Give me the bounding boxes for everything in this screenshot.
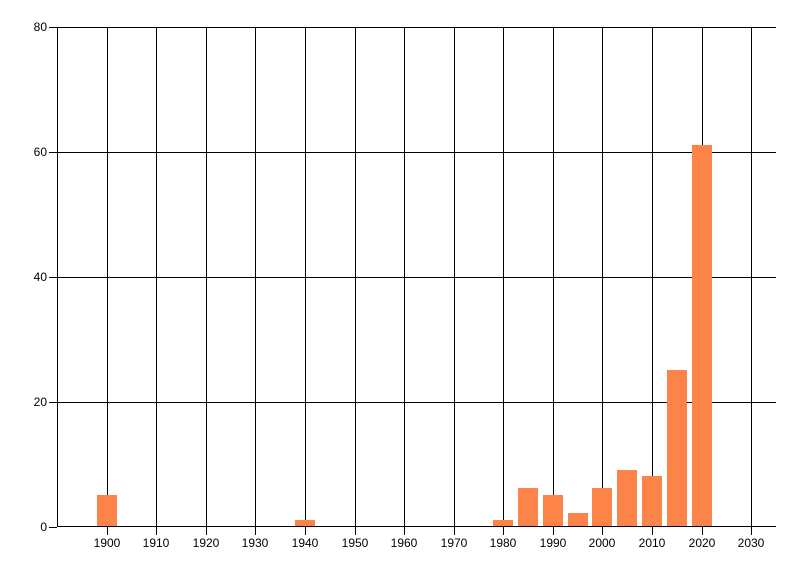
x-tick-mark — [602, 527, 603, 535]
grid-line-horizontal — [57, 27, 776, 28]
x-tick-label: 2000 — [588, 536, 616, 550]
x-tick-label: 1980 — [489, 536, 517, 550]
bar — [568, 513, 588, 526]
bar — [543, 495, 563, 526]
y-tick-mark — [49, 527, 57, 528]
x-tick-mark — [305, 527, 306, 535]
y-tick-label: 60 — [33, 145, 47, 159]
y-tick-label: 0 — [40, 520, 47, 534]
plot-area: 0 20 40 60 80 1900 1910 1920 1930 1940 1950 1960 197… — [34, 20, 776, 550]
y-tick-mark — [49, 402, 57, 403]
x-tick-label: 1940 — [291, 536, 319, 550]
bar — [518, 488, 538, 526]
x-tick-mark — [156, 527, 157, 535]
x-tick-label: 1900 — [93, 536, 121, 550]
y-tick-mark — [49, 27, 57, 28]
y-tick-mark — [49, 152, 57, 153]
bar — [295, 520, 315, 526]
x-tick-mark — [107, 527, 108, 535]
bar — [592, 488, 612, 526]
grid-line-horizontal — [57, 152, 776, 153]
x-tick-mark — [404, 527, 405, 535]
bar — [97, 495, 117, 526]
x-axis-line — [57, 526, 776, 527]
x-tick-label: 1990 — [539, 536, 567, 550]
x-tick-mark — [553, 527, 554, 535]
x-tick-label: 1930 — [241, 536, 269, 550]
grid-line-horizontal — [57, 277, 776, 278]
x-tick-mark — [206, 527, 207, 535]
y-tick-mark — [49, 277, 57, 278]
x-tick-label: 1910 — [142, 536, 170, 550]
bar — [642, 476, 662, 526]
bar — [667, 370, 687, 526]
x-tick-mark — [702, 527, 703, 535]
x-tick-label: 2020 — [688, 536, 716, 550]
y-tick-label: 80 — [33, 20, 47, 34]
x-tick-label: 2030 — [737, 536, 765, 550]
x-tick-mark — [255, 527, 256, 535]
x-tick-mark — [503, 527, 504, 535]
y-tick-label: 40 — [33, 270, 47, 284]
x-tick-mark — [751, 527, 752, 535]
x-tick-label: 2010 — [638, 536, 666, 550]
bar — [493, 520, 513, 526]
x-tick-mark — [355, 527, 356, 535]
grid-line-horizontal — [57, 402, 776, 403]
x-tick-label: 1920 — [192, 536, 220, 550]
x-tick-mark — [652, 527, 653, 535]
x-tick-mark — [454, 527, 455, 535]
x-tick-label: 1960 — [390, 536, 418, 550]
y-axis-line — [57, 27, 58, 527]
y-tick-label: 20 — [33, 395, 47, 409]
x-tick-label: 1950 — [341, 536, 369, 550]
bar — [692, 145, 712, 526]
x-tick-label: 1970 — [440, 536, 468, 550]
bar — [617, 470, 637, 526]
